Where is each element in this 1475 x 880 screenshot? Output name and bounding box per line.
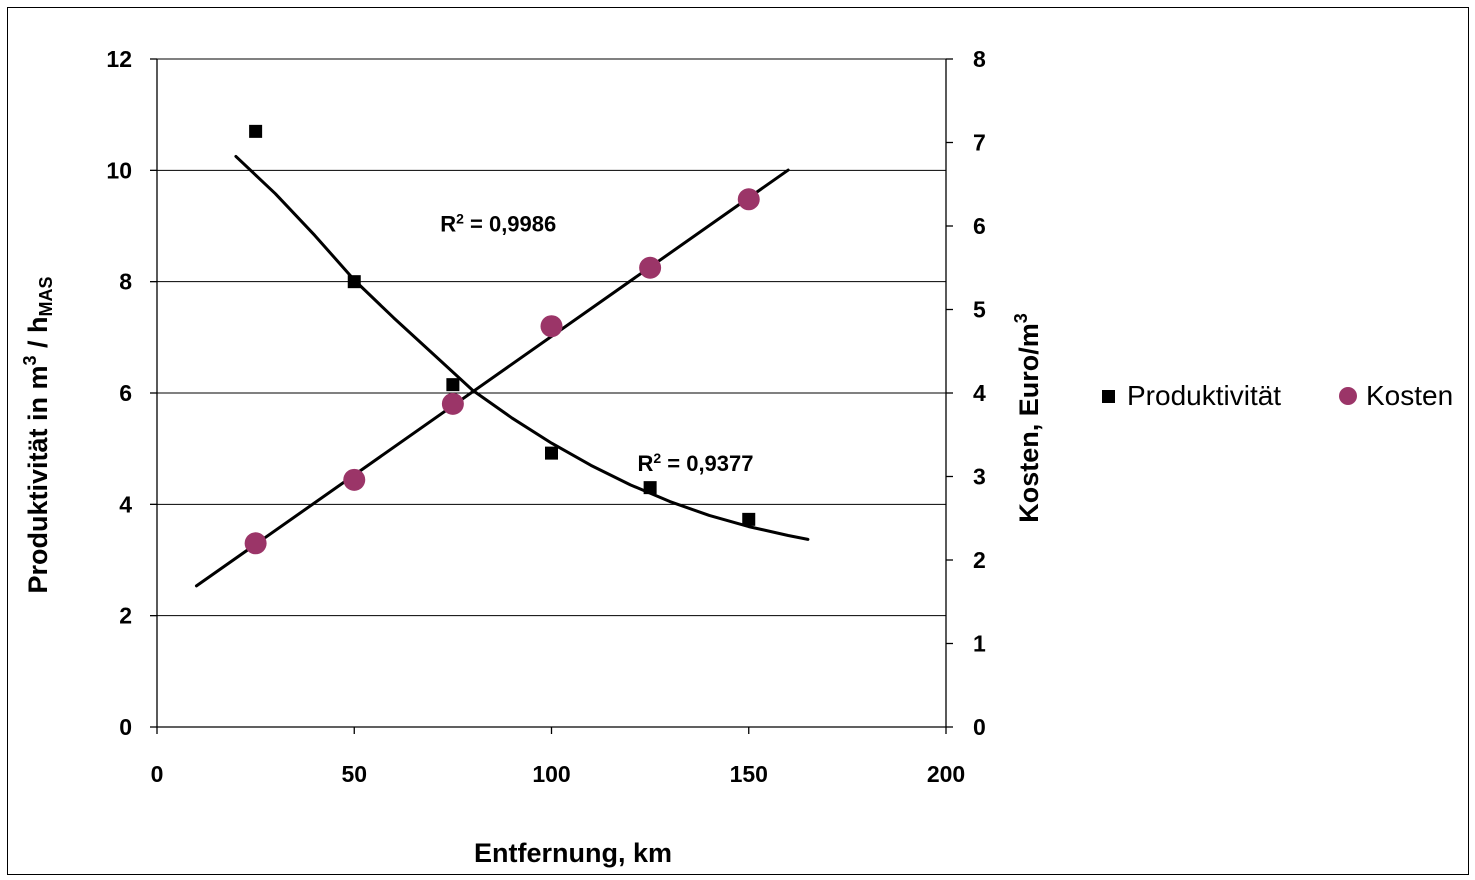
- x-tick-label: 50: [341, 761, 367, 787]
- x-axis-title: Entfernung, km: [474, 838, 672, 868]
- annotations: R2 = 0,9986 R2 = 0,9377: [440, 211, 753, 476]
- legend: Produktivität Kosten: [1102, 380, 1453, 411]
- y-left-tick-label: 12: [106, 46, 132, 72]
- x-tick-label: 0: [151, 761, 164, 787]
- y-right-tick-label: 7: [973, 130, 986, 156]
- data-point-produktivitaet: [347, 275, 361, 289]
- x-tick-label: 200: [927, 761, 965, 787]
- y-right-tick-label: 5: [973, 297, 986, 323]
- y-right-axis-title: Kosten, Euro/m3: [1011, 313, 1044, 523]
- legend-label-produktivitaet: Produktivität: [1127, 380, 1281, 411]
- data-points: [244, 124, 760, 555]
- y-left-tick-label: 6: [119, 380, 132, 406]
- gridlines: [157, 58, 946, 617]
- data-point-kosten: [441, 392, 464, 415]
- y-left-axis-title: Produktivität in m3 / hMAS: [20, 276, 56, 593]
- y-left-tick-label: 4: [119, 491, 132, 517]
- trendline-kosten: [194, 168, 790, 588]
- y-right-tick-label: 0: [973, 714, 986, 740]
- data-point-produktivitaet: [742, 512, 756, 526]
- data-point-produktivitaet: [643, 481, 657, 495]
- data-point-kosten: [737, 188, 760, 211]
- y-left-tick-label: 0: [119, 714, 132, 740]
- y-right-tick-label: 4: [973, 380, 986, 406]
- x-tick-label: 150: [730, 761, 768, 787]
- chart-frame: [7, 7, 1469, 875]
- y-right-tick-label: 3: [973, 464, 986, 490]
- data-point-kosten: [343, 468, 366, 491]
- y-right-tick-label: 8: [973, 46, 986, 72]
- data-point-produktivitaet: [446, 378, 460, 392]
- data-point-produktivitaet: [249, 124, 263, 138]
- legend-marker-circle: [1339, 387, 1357, 405]
- trendline-produktivität: [234, 154, 810, 541]
- data-point-kosten: [540, 315, 563, 338]
- legend-label-kosten: Kosten: [1366, 380, 1453, 411]
- y-left-tick-label: 8: [119, 269, 132, 295]
- data-point-kosten: [639, 256, 662, 279]
- y-right-tick-label: 1: [973, 631, 986, 657]
- axes: [150, 58, 953, 734]
- legend-marker-square: [1102, 390, 1115, 403]
- y-left-tick-label: 10: [106, 157, 132, 183]
- y-right-tick-label: 6: [973, 213, 986, 239]
- r-squared-label: R2 = 0,9377: [637, 450, 753, 476]
- trendlines: [194, 154, 810, 588]
- r-squared-label: R2 = 0,9986: [440, 211, 556, 237]
- x-tick-label: 100: [532, 761, 570, 787]
- data-point-produktivitaet: [545, 446, 558, 460]
- data-point-kosten: [244, 532, 267, 555]
- y-right-tick-label: 2: [973, 547, 986, 573]
- y-left-tick-label: 2: [119, 603, 132, 629]
